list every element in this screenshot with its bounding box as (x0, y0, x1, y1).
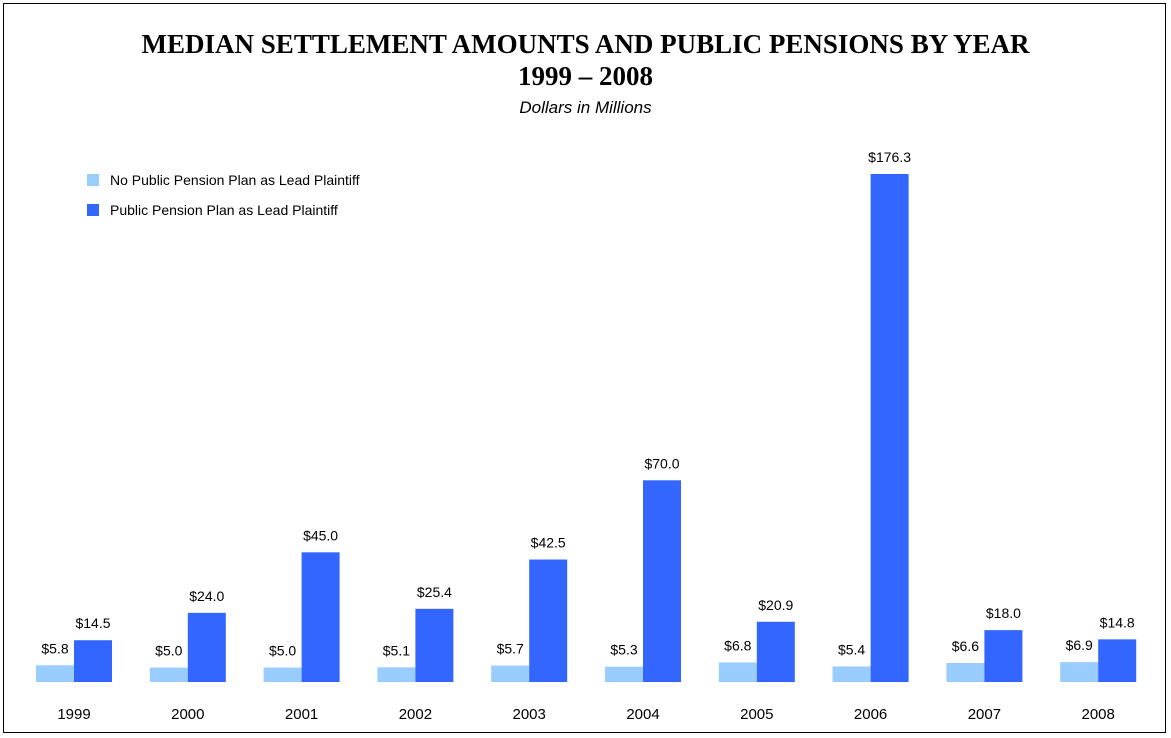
chart-title: MEDIAN SETTLEMENT AMOUNTS AND PUBLIC PEN… (0, 28, 1171, 92)
bar-label-no-public-pension-2001: $5.0 (269, 643, 296, 659)
x-tick-label-2008: 2008 (1082, 706, 1115, 723)
chart-title-line-1: MEDIAN SETTLEMENT AMOUNTS AND PUBLIC PEN… (141, 29, 1030, 59)
legend-swatch-public-pension (87, 204, 99, 216)
bar-public-pension-2006 (870, 174, 909, 682)
bar-label-public-pension-2007: $18.0 (986, 605, 1021, 621)
x-tick-label-2002: 2002 (399, 706, 432, 723)
bar-public-pension-2007 (984, 630, 1023, 682)
bar-label-no-public-pension-2005: $6.8 (724, 637, 751, 653)
bar-no-public-pension-2004 (605, 666, 643, 682)
bar-no-public-pension-2003 (491, 665, 530, 682)
bar-label-no-public-pension-2003: $5.7 (497, 641, 524, 657)
bar-no-public-pension-2002 (377, 667, 416, 682)
bar-label-public-pension-2001: $45.0 (303, 527, 338, 543)
bar-public-pension-2001 (301, 552, 340, 682)
bar-no-public-pension-2006 (832, 666, 871, 682)
bar-label-public-pension-2006: $176.3 (868, 149, 911, 165)
x-tick-label-1999: 1999 (57, 706, 90, 723)
legend-label-public-pension: Public Pension Plan as Lead Plaintiff (110, 202, 338, 218)
bar-no-public-pension-2001 (263, 667, 302, 682)
x-tick-label-2001: 2001 (285, 706, 318, 723)
bar-label-public-pension-2008: $14.8 (1100, 614, 1135, 630)
bar-label-no-public-pension-2004: $5.3 (610, 642, 637, 658)
chart-frame (3, 3, 1166, 733)
bar-label-public-pension-2005: $20.9 (758, 597, 793, 613)
bar-label-no-public-pension-2007: $6.6 (952, 638, 979, 654)
legend-label-no-public-pension: No Public Pension Plan as Lead Plaintiff (110, 172, 360, 188)
x-tick-label-2005: 2005 (740, 706, 773, 723)
bar-no-public-pension-1999 (36, 665, 74, 682)
bar-label-no-public-pension-2002: $5.1 (383, 642, 410, 658)
bar-label-public-pension-2003: $42.5 (531, 535, 566, 551)
bar-public-pension-2000 (187, 612, 226, 682)
chart-title-line-2: 1999 – 2008 (518, 61, 653, 91)
bar-no-public-pension-2005 (718, 662, 757, 682)
bar-no-public-pension-2000 (149, 667, 188, 682)
bar-label-no-public-pension-2000: $5.0 (155, 643, 182, 659)
x-tick-label-2000: 2000 (171, 706, 204, 723)
x-tick-label-2003: 2003 (513, 706, 546, 723)
bar-label-public-pension-1999: $14.5 (75, 615, 110, 631)
bar-label-no-public-pension-2008: $6.9 (1066, 637, 1093, 653)
bar-label-public-pension-2004: $70.0 (644, 455, 679, 471)
bar-label-public-pension-2000: $24.0 (189, 588, 224, 604)
x-tick-label-2006: 2006 (854, 706, 887, 723)
legend-swatch-no-public-pension (87, 174, 99, 186)
x-tick-label-2004: 2004 (626, 706, 659, 723)
bar-no-public-pension-2008 (1060, 662, 1099, 682)
bar-public-pension-1999 (74, 640, 112, 682)
bar-label-no-public-pension-2006: $5.4 (838, 641, 865, 657)
bar-public-pension-2003 (529, 559, 568, 682)
bar-no-public-pension-2007 (946, 662, 985, 682)
bar-public-pension-2005 (756, 621, 795, 682)
chart-subtitle: Dollars in Millions (519, 98, 652, 117)
bar-public-pension-2002 (415, 608, 454, 682)
bar-public-pension-2004 (643, 480, 681, 682)
bar-label-public-pension-2002: $25.4 (417, 584, 452, 600)
x-tick-label-2007: 2007 (968, 706, 1001, 723)
bar-public-pension-2008 (1098, 639, 1137, 682)
bar-label-no-public-pension-1999: $5.8 (41, 640, 68, 656)
